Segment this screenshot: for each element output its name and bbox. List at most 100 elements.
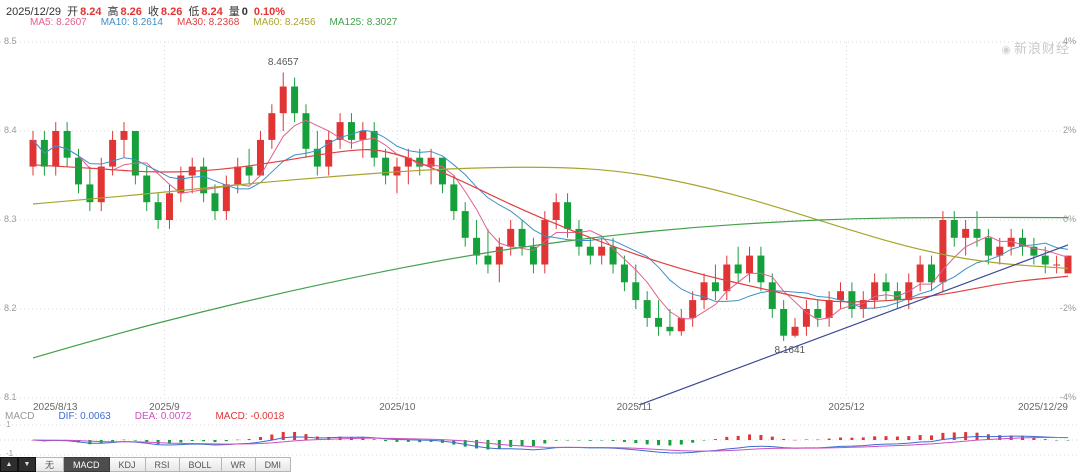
low-annotation: 8.1641 [774, 344, 806, 356]
tab-dmi[interactable]: DMI [255, 457, 292, 472]
macd-hist-bar [873, 436, 877, 440]
macd-hist-bar [418, 440, 422, 443]
candle-body [1053, 264, 1061, 266]
macd-hist-bar [167, 440, 171, 444]
price-axis-label: 8.1 [4, 392, 17, 402]
tab-kdj[interactable]: KDJ [109, 457, 146, 472]
change-percent: 0.10% [253, 6, 286, 18]
header-field-label: 开 [67, 6, 79, 18]
macd-hist-bar [782, 438, 786, 440]
candle-body [347, 122, 355, 140]
macd-values: DIF: 0.0063 DEA: 0.0072 MACD: -0.0018 [46, 411, 296, 422]
price-axis-label: 8.4 [4, 125, 17, 135]
tab-scroll-down[interactable]: ▼ [18, 457, 36, 472]
candle-body [1041, 255, 1049, 265]
macd-hist-bar [816, 439, 820, 441]
macd-hist-bar [190, 440, 194, 442]
macd-hist-bar [179, 440, 183, 443]
macd-hist-bar [679, 440, 683, 445]
macd-hist-bar [122, 439, 126, 441]
macd-legend: MACD DIF: 0.0063 DEA: 0.0072 MACD: -0.0018 [5, 411, 308, 422]
macd-hist-bar [1055, 440, 1059, 441]
candle-body [916, 264, 924, 283]
candle-body [689, 300, 697, 318]
candle-body [928, 264, 936, 283]
header-field-label: 量 [228, 6, 240, 18]
candle-body [177, 175, 185, 194]
ohlc-header: 2025/12/29 开 8.24 高 8.26 收 8.26 低 8.24 量 0 0.10% [6, 3, 285, 19]
candle-body [154, 202, 162, 220]
ma-legend-item: MA60: 8.2456 [253, 17, 316, 28]
macd-label: MACD [5, 411, 35, 422]
macd-hist-bar [270, 434, 274, 440]
macd-hist-bar [384, 440, 388, 442]
tab-无[interactable]: 无 [36, 457, 65, 472]
tab-wr[interactable]: WR [221, 457, 256, 472]
ma-line-ma10 [32, 129, 1069, 309]
macd-hist-bar [748, 434, 752, 440]
macd-hist-bar [133, 440, 137, 441]
macd-legend-item: DEA: 0.0072 [134, 411, 192, 422]
x-axis-label: 2025/11 [616, 402, 653, 413]
macd-hist-bar [429, 440, 433, 442]
macd-chart[interactable] [0, 424, 1080, 457]
ma-legend-item: MA30: 8.2368 [176, 17, 240, 28]
candle-body [882, 282, 890, 292]
tab-scroll-up[interactable]: ▲ [0, 457, 18, 472]
dea-line [32, 437, 1069, 452]
candle-body [382, 157, 390, 176]
candle-body [802, 309, 810, 327]
candle-body [256, 139, 264, 176]
candle-body [620, 264, 628, 283]
macd-hist-bar [566, 440, 570, 441]
candle-body [63, 131, 71, 158]
macd-hist-bar [713, 439, 717, 440]
x-axis-label: 2025/10 [379, 402, 416, 413]
header-date: 2025/12/29 [6, 6, 62, 18]
candle-body [507, 228, 515, 247]
macd-hist-bar [725, 436, 729, 440]
macd-hist-bar [691, 440, 695, 443]
macd-legend-item: DIF: 0.0063 [58, 411, 111, 422]
macd-hist-bar [964, 432, 968, 440]
candle-body [245, 166, 253, 176]
x-axis-label: 2025/9 [149, 402, 180, 413]
header-field-value: 8.24 [201, 6, 223, 18]
x-axis-label: 2025/8/13 [33, 402, 78, 413]
candle-body [427, 157, 435, 167]
macd-hist-bar [930, 435, 934, 440]
macd-hist-bar [622, 440, 626, 442]
macd-hist-bar [657, 440, 661, 446]
candle-body [1030, 246, 1038, 256]
header-field-value: 8.24 [80, 6, 102, 18]
candle-body [1064, 255, 1072, 274]
candle-body [450, 184, 458, 212]
macd-hist-bar [827, 438, 831, 440]
price-axis-label: 8.3 [4, 214, 17, 224]
header-field-value: 8.26 [160, 6, 183, 18]
macd-hist-bar [531, 440, 535, 447]
tab-boll[interactable]: BOLL [179, 457, 222, 472]
watermark-text: 新浪财经 [1013, 41, 1070, 56]
candle-body [313, 148, 321, 167]
candle-body [996, 246, 1004, 256]
candle-body [518, 228, 526, 247]
macd-hist-bar [281, 431, 285, 440]
tab-macd[interactable]: MACD [64, 457, 110, 472]
candlestick-chart[interactable] [0, 30, 1080, 405]
candle-body [97, 166, 105, 203]
candle-body [780, 309, 788, 336]
candle-body [939, 220, 947, 283]
macd-hist-bar [895, 436, 899, 440]
candle-body [643, 300, 651, 318]
macd-hist-bar [770, 436, 774, 440]
macd-hist-bar [224, 440, 228, 442]
candle-body [222, 184, 230, 212]
candle-body [370, 131, 378, 158]
candle-body [757, 255, 765, 283]
macd-hist-bar [236, 439, 240, 441]
sina-logo-icon: ◉ [1001, 44, 1012, 56]
tab-rsi[interactable]: RSI [145, 457, 180, 472]
candle-body [52, 131, 60, 167]
header-field-label: 高 [107, 6, 119, 18]
